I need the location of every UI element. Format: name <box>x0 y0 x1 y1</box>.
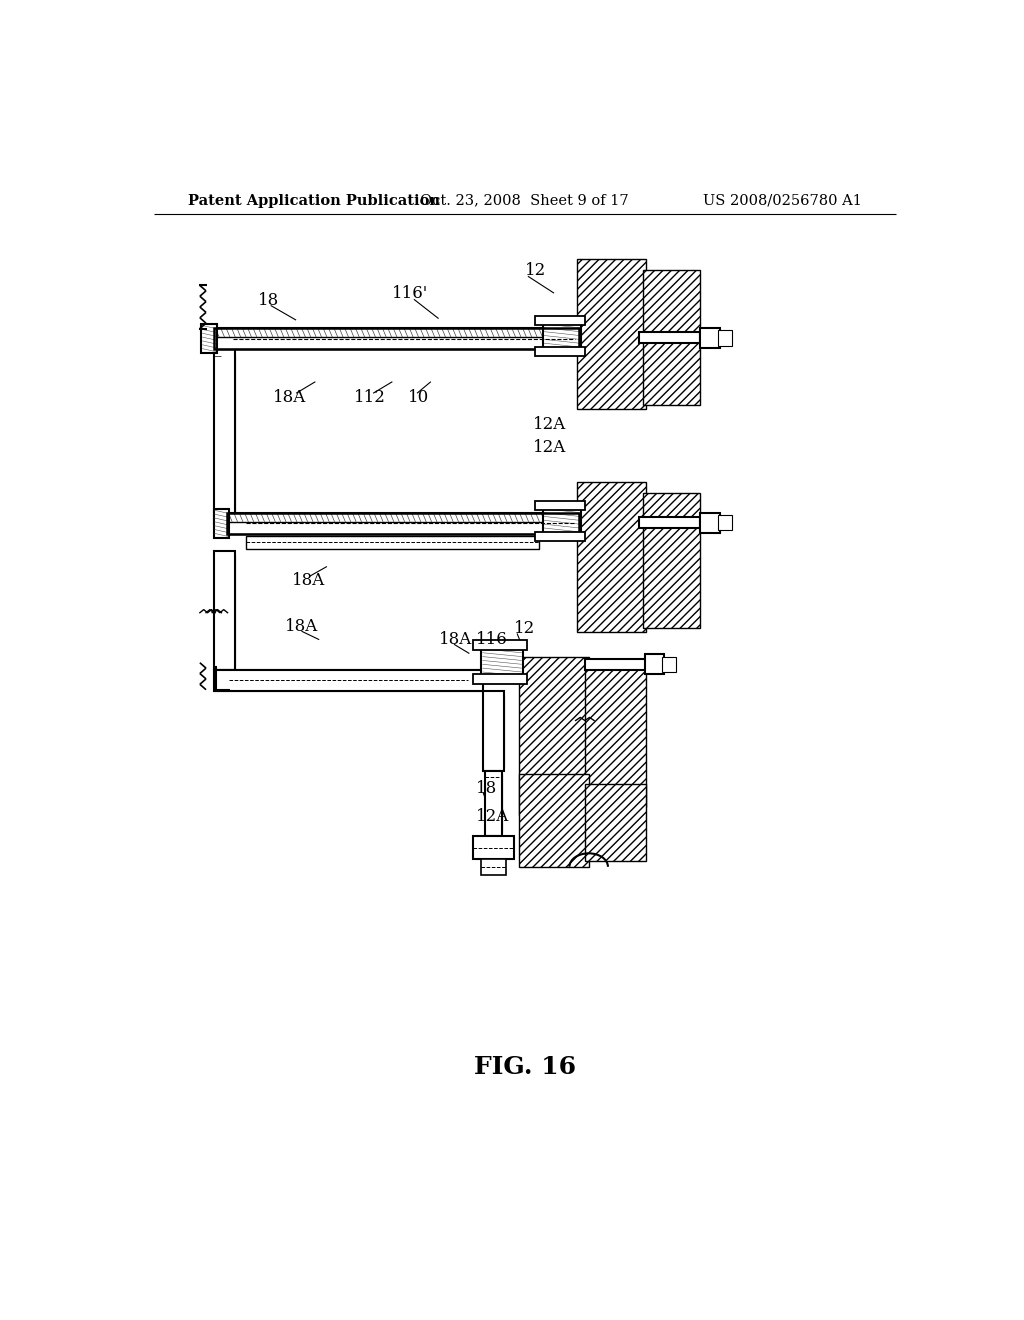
Bar <box>700 327 720 348</box>
Bar <box>718 330 732 346</box>
Bar <box>662 656 676 672</box>
Bar <box>246 536 539 549</box>
Bar <box>718 515 732 531</box>
Text: 18: 18 <box>258 292 279 309</box>
Bar <box>643 494 700 628</box>
Text: 116: 116 <box>475 631 507 648</box>
Text: Oct. 23, 2008  Sheet 9 of 17: Oct. 23, 2008 Sheet 9 of 17 <box>421 194 629 207</box>
Bar <box>543 318 581 350</box>
Bar <box>519 657 589 816</box>
Text: 10: 10 <box>408 388 429 405</box>
Bar <box>483 692 504 771</box>
Text: US 2008/0256780 A1: US 2008/0256780 A1 <box>703 194 862 207</box>
Bar <box>484 771 502 836</box>
Bar <box>481 644 523 677</box>
Bar <box>543 503 581 535</box>
Bar <box>585 668 646 807</box>
Bar <box>226 512 579 535</box>
Bar <box>214 327 579 341</box>
Bar <box>700 512 720 532</box>
Text: 12A: 12A <box>532 416 565 433</box>
Text: 18: 18 <box>475 780 497 797</box>
Text: 12A: 12A <box>475 808 509 825</box>
Bar <box>226 512 579 525</box>
Bar <box>578 482 646 632</box>
Bar <box>535 502 585 511</box>
Bar <box>473 836 514 859</box>
Bar <box>643 271 700 405</box>
Bar <box>639 333 700 343</box>
Bar <box>535 532 585 541</box>
Text: 12: 12 <box>514 619 536 636</box>
Bar <box>214 552 234 671</box>
Text: 12: 12 <box>524 261 546 279</box>
Text: Patent Application Publication: Patent Application Publication <box>188 194 440 207</box>
Bar <box>214 350 234 524</box>
Bar <box>645 655 665 675</box>
Bar <box>214 337 579 350</box>
Bar <box>535 347 585 356</box>
Bar <box>639 517 700 528</box>
Bar <box>214 327 579 350</box>
Bar <box>214 671 483 692</box>
Bar <box>481 859 506 874</box>
Bar <box>473 640 527 651</box>
Text: 18A: 18A <box>438 631 472 648</box>
Text: 18A: 18A <box>292 572 326 589</box>
Bar <box>585 659 646 669</box>
Bar <box>535 317 585 326</box>
Bar <box>202 323 217 354</box>
Bar <box>519 775 589 867</box>
Text: FIG. 16: FIG. 16 <box>474 1055 575 1078</box>
Text: 12A: 12A <box>532 438 565 455</box>
Bar <box>226 521 579 535</box>
Text: 112: 112 <box>354 388 386 405</box>
Bar <box>578 259 646 409</box>
Bar <box>473 675 527 684</box>
Text: 18A: 18A <box>285 618 317 635</box>
Text: 116': 116' <box>392 285 429 302</box>
Text: 18A: 18A <box>273 388 306 405</box>
Bar <box>585 784 646 861</box>
Bar <box>214 508 229 539</box>
